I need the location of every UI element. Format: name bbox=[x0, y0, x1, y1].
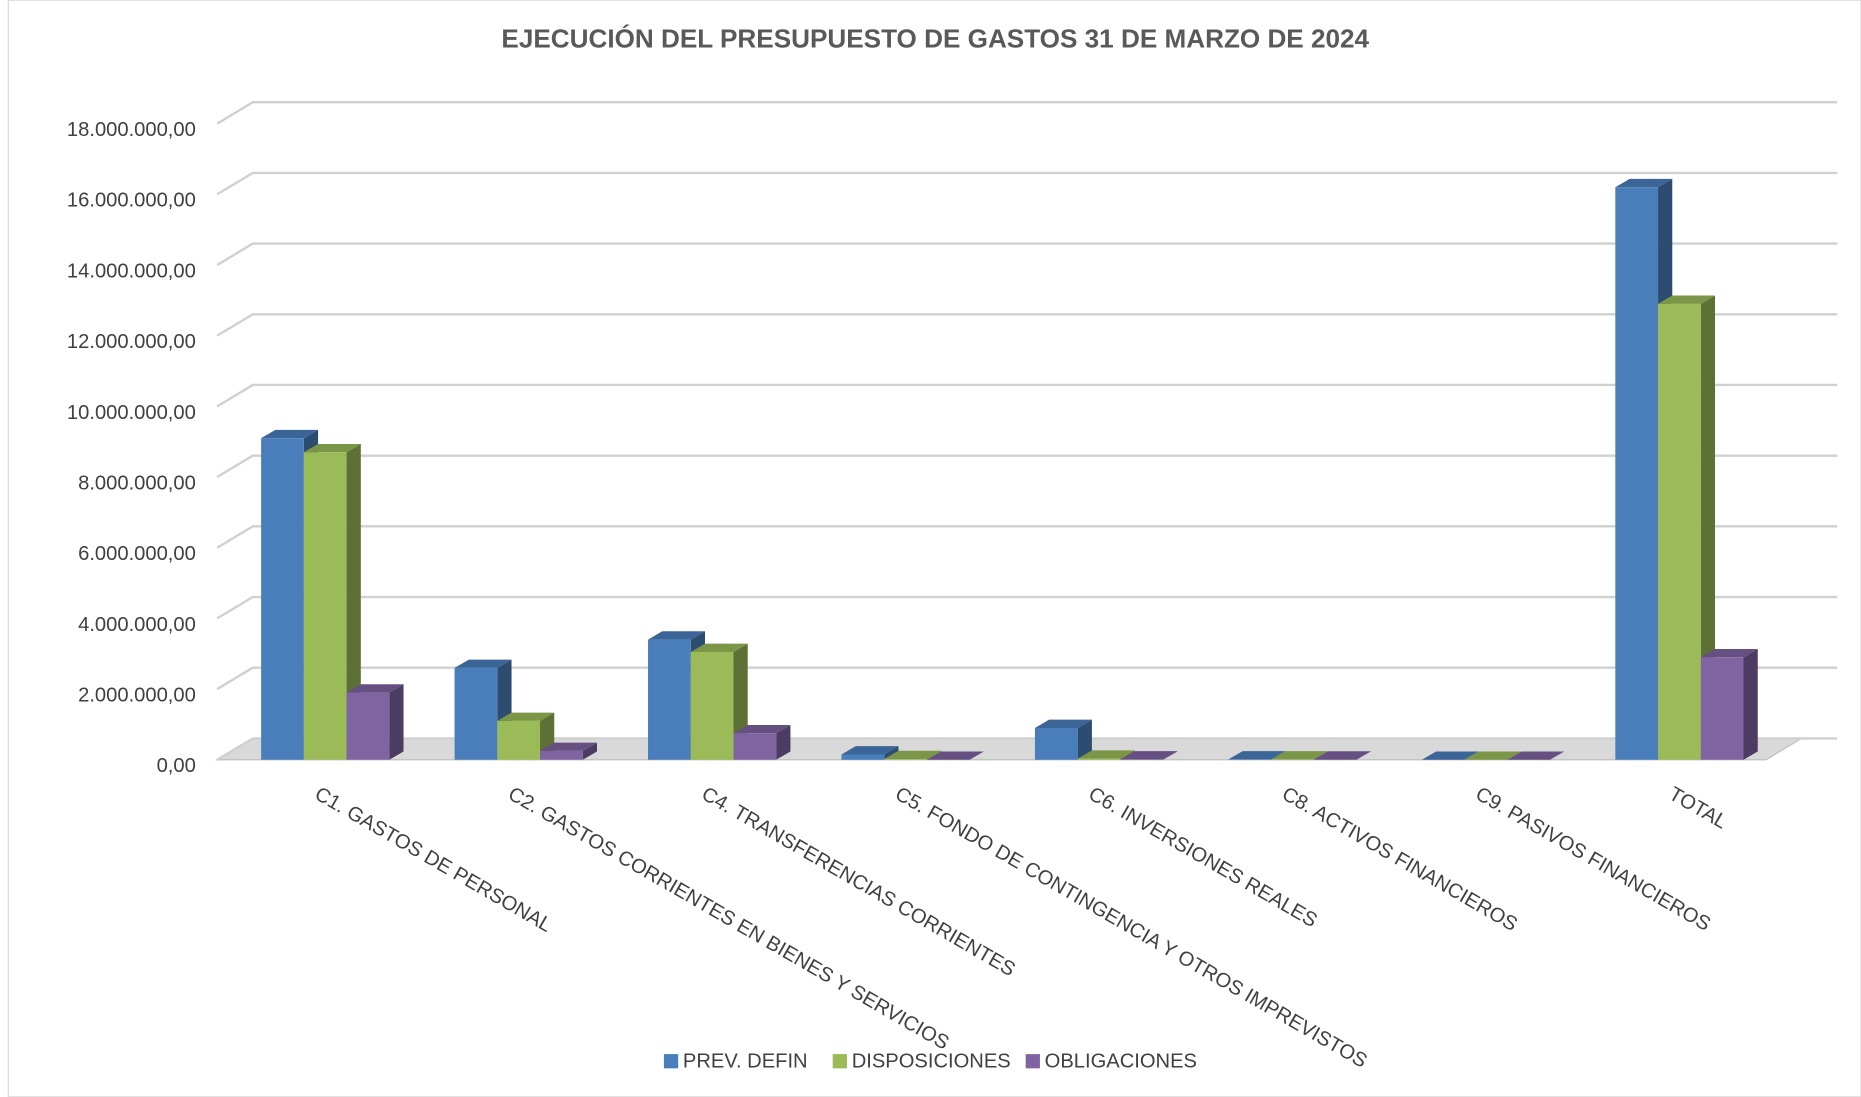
bar bbox=[1615, 187, 1659, 760]
grid-line bbox=[216, 666, 1838, 691]
bar-top bbox=[841, 746, 899, 755]
bar-side bbox=[582, 742, 597, 760]
bar bbox=[1700, 657, 1744, 760]
grid-line bbox=[216, 383, 1838, 408]
bar-side bbox=[1356, 751, 1371, 760]
y-tick-label: 10.000.000,00 bbox=[67, 402, 196, 424]
y-tick-label: 8.000.000,00 bbox=[78, 472, 196, 494]
bar bbox=[1658, 303, 1701, 760]
bar-side bbox=[776, 724, 791, 760]
grid-line bbox=[216, 595, 1838, 620]
bar-side bbox=[389, 684, 404, 760]
legend-swatch bbox=[832, 1054, 847, 1069]
bar-top bbox=[1421, 751, 1479, 760]
y-tick-label: 6.000.000,00 bbox=[78, 543, 196, 565]
y-tick-label: 2.000.000,00 bbox=[78, 685, 196, 707]
legend-swatch bbox=[1025, 1054, 1040, 1069]
grid-line bbox=[216, 525, 1838, 549]
grid-line bbox=[216, 313, 1838, 337]
bar bbox=[454, 667, 498, 760]
bar-side bbox=[1700, 295, 1716, 760]
legend-label: OBLIGACIONES bbox=[1045, 1051, 1197, 1073]
y-tick-label: 14.000.000,00 bbox=[67, 260, 196, 282]
series bbox=[303, 295, 1716, 760]
bar bbox=[540, 750, 583, 760]
grid-line bbox=[216, 171, 1838, 196]
grid-line bbox=[216, 454, 1838, 479]
bar bbox=[303, 452, 347, 760]
y-tick-label: 4.000.000,00 bbox=[78, 614, 196, 636]
y-tick-label: 12.000.000,00 bbox=[67, 331, 196, 353]
bar-top bbox=[497, 712, 555, 721]
bar bbox=[346, 692, 390, 760]
series bbox=[346, 648, 1758, 760]
bar-top bbox=[303, 443, 361, 453]
bar-top bbox=[1228, 751, 1286, 760]
bar-top bbox=[454, 659, 512, 668]
bar-side bbox=[1077, 719, 1092, 760]
bar-top bbox=[1658, 295, 1716, 304]
bar-top bbox=[648, 631, 705, 640]
bar-top bbox=[926, 751, 984, 760]
bar-top bbox=[540, 742, 597, 751]
bar-top bbox=[884, 750, 942, 760]
legend-swatch bbox=[663, 1054, 679, 1069]
bar-top bbox=[1077, 750, 1135, 759]
bar-side bbox=[1163, 751, 1178, 760]
bar-top bbox=[346, 684, 404, 693]
chart-title: EJECUCIÓN DEL PRESUPUESTO DE GASTOS 31 D… bbox=[501, 24, 1369, 54]
bar bbox=[1077, 758, 1121, 760]
bar bbox=[884, 759, 927, 760]
y-tick-label: 18.000.000,00 bbox=[67, 119, 196, 141]
bar-top bbox=[1615, 178, 1673, 188]
bar-side bbox=[884, 746, 899, 760]
bar-top bbox=[261, 429, 319, 439]
bar-top bbox=[1034, 719, 1092, 728]
bar bbox=[733, 733, 777, 760]
bar-top bbox=[1120, 751, 1178, 760]
bar-side bbox=[346, 443, 361, 760]
grid-line bbox=[216, 737, 1838, 761]
bar-side bbox=[1743, 648, 1758, 760]
bar-top bbox=[1271, 751, 1329, 760]
legend-label: DISPOSICIONES bbox=[852, 1051, 1011, 1073]
grid-line bbox=[216, 242, 1838, 266]
legend-label: PREV. DEFIN bbox=[683, 1051, 808, 1073]
bar-top bbox=[1464, 751, 1522, 760]
bar bbox=[690, 651, 734, 760]
bar bbox=[841, 754, 885, 760]
bar bbox=[648, 639, 691, 760]
y-tick-label: 0,00 bbox=[157, 755, 196, 777]
bar-top bbox=[1507, 751, 1565, 760]
bar-side bbox=[926, 750, 942, 760]
bar-top bbox=[733, 724, 791, 734]
bar bbox=[1034, 727, 1078, 760]
bar-top bbox=[690, 643, 748, 652]
bar bbox=[261, 438, 304, 760]
y-tick-label: 16.000.000,00 bbox=[67, 190, 196, 212]
bar-top bbox=[1700, 648, 1758, 658]
bar bbox=[497, 720, 541, 760]
grid-line bbox=[216, 101, 1838, 125]
bar-top bbox=[1313, 751, 1371, 760]
